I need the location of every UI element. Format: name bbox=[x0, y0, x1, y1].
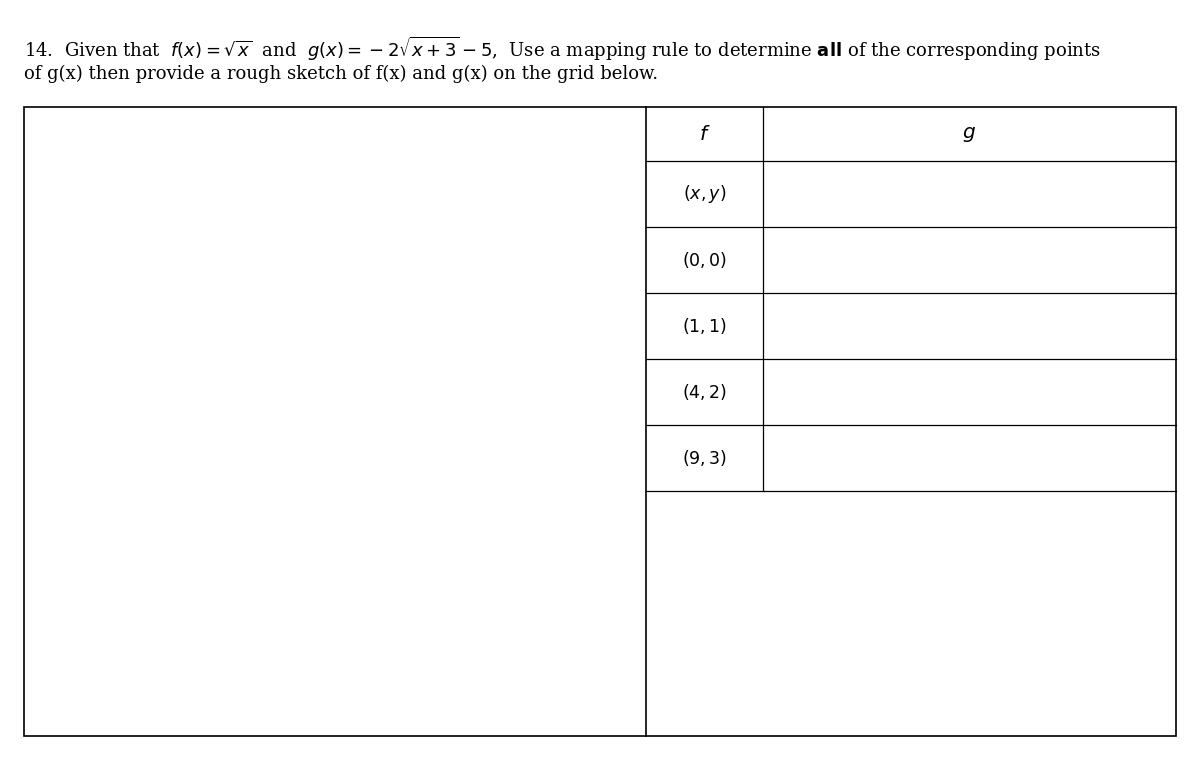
Text: $f$: $f$ bbox=[698, 124, 710, 143]
Text: -6: -6 bbox=[312, 571, 326, 584]
Text: -2: -2 bbox=[278, 434, 293, 449]
Text: 6: 6 bbox=[317, 255, 326, 269]
Text: $(0,0)$: $(0,0)$ bbox=[682, 250, 727, 270]
Text: $(4,2)$: $(4,2)$ bbox=[682, 382, 727, 402]
Text: $(x, y)$: $(x, y)$ bbox=[683, 183, 726, 205]
Text: -10: -10 bbox=[64, 434, 88, 449]
Text: -4: -4 bbox=[312, 518, 326, 532]
Text: $x$: $x$ bbox=[622, 426, 635, 443]
Text: 14.  Given that  $f(x)=\sqrt{x}$  and  $g(x)=-2\sqrt{x+3}-5$,  Use a mapping rul: 14. Given that $f(x)=\sqrt{x}$ and $g(x)… bbox=[24, 35, 1100, 63]
Text: 6: 6 bbox=[491, 434, 500, 449]
Text: -4: -4 bbox=[226, 434, 240, 449]
Text: -2: -2 bbox=[312, 466, 326, 479]
Text: 8: 8 bbox=[317, 202, 326, 217]
Text: of g(x) then provide a rough sketch of f(x) and g(x) on the grid below.: of g(x) then provide a rough sketch of f… bbox=[24, 65, 658, 84]
Text: -6: -6 bbox=[173, 434, 187, 449]
Text: $(9,3)$: $(9,3)$ bbox=[682, 448, 727, 468]
Text: $y$: $y$ bbox=[341, 177, 354, 195]
Text: 4: 4 bbox=[317, 308, 326, 322]
Text: 8: 8 bbox=[544, 434, 553, 449]
Text: 2: 2 bbox=[386, 434, 395, 449]
Text: -8: -8 bbox=[121, 434, 136, 449]
Text: $g$: $g$ bbox=[962, 124, 977, 143]
Text: $(1,1)$: $(1,1)$ bbox=[682, 316, 727, 336]
Text: 2: 2 bbox=[317, 360, 326, 374]
Text: -8: -8 bbox=[312, 623, 326, 637]
Text: 4: 4 bbox=[438, 434, 448, 449]
